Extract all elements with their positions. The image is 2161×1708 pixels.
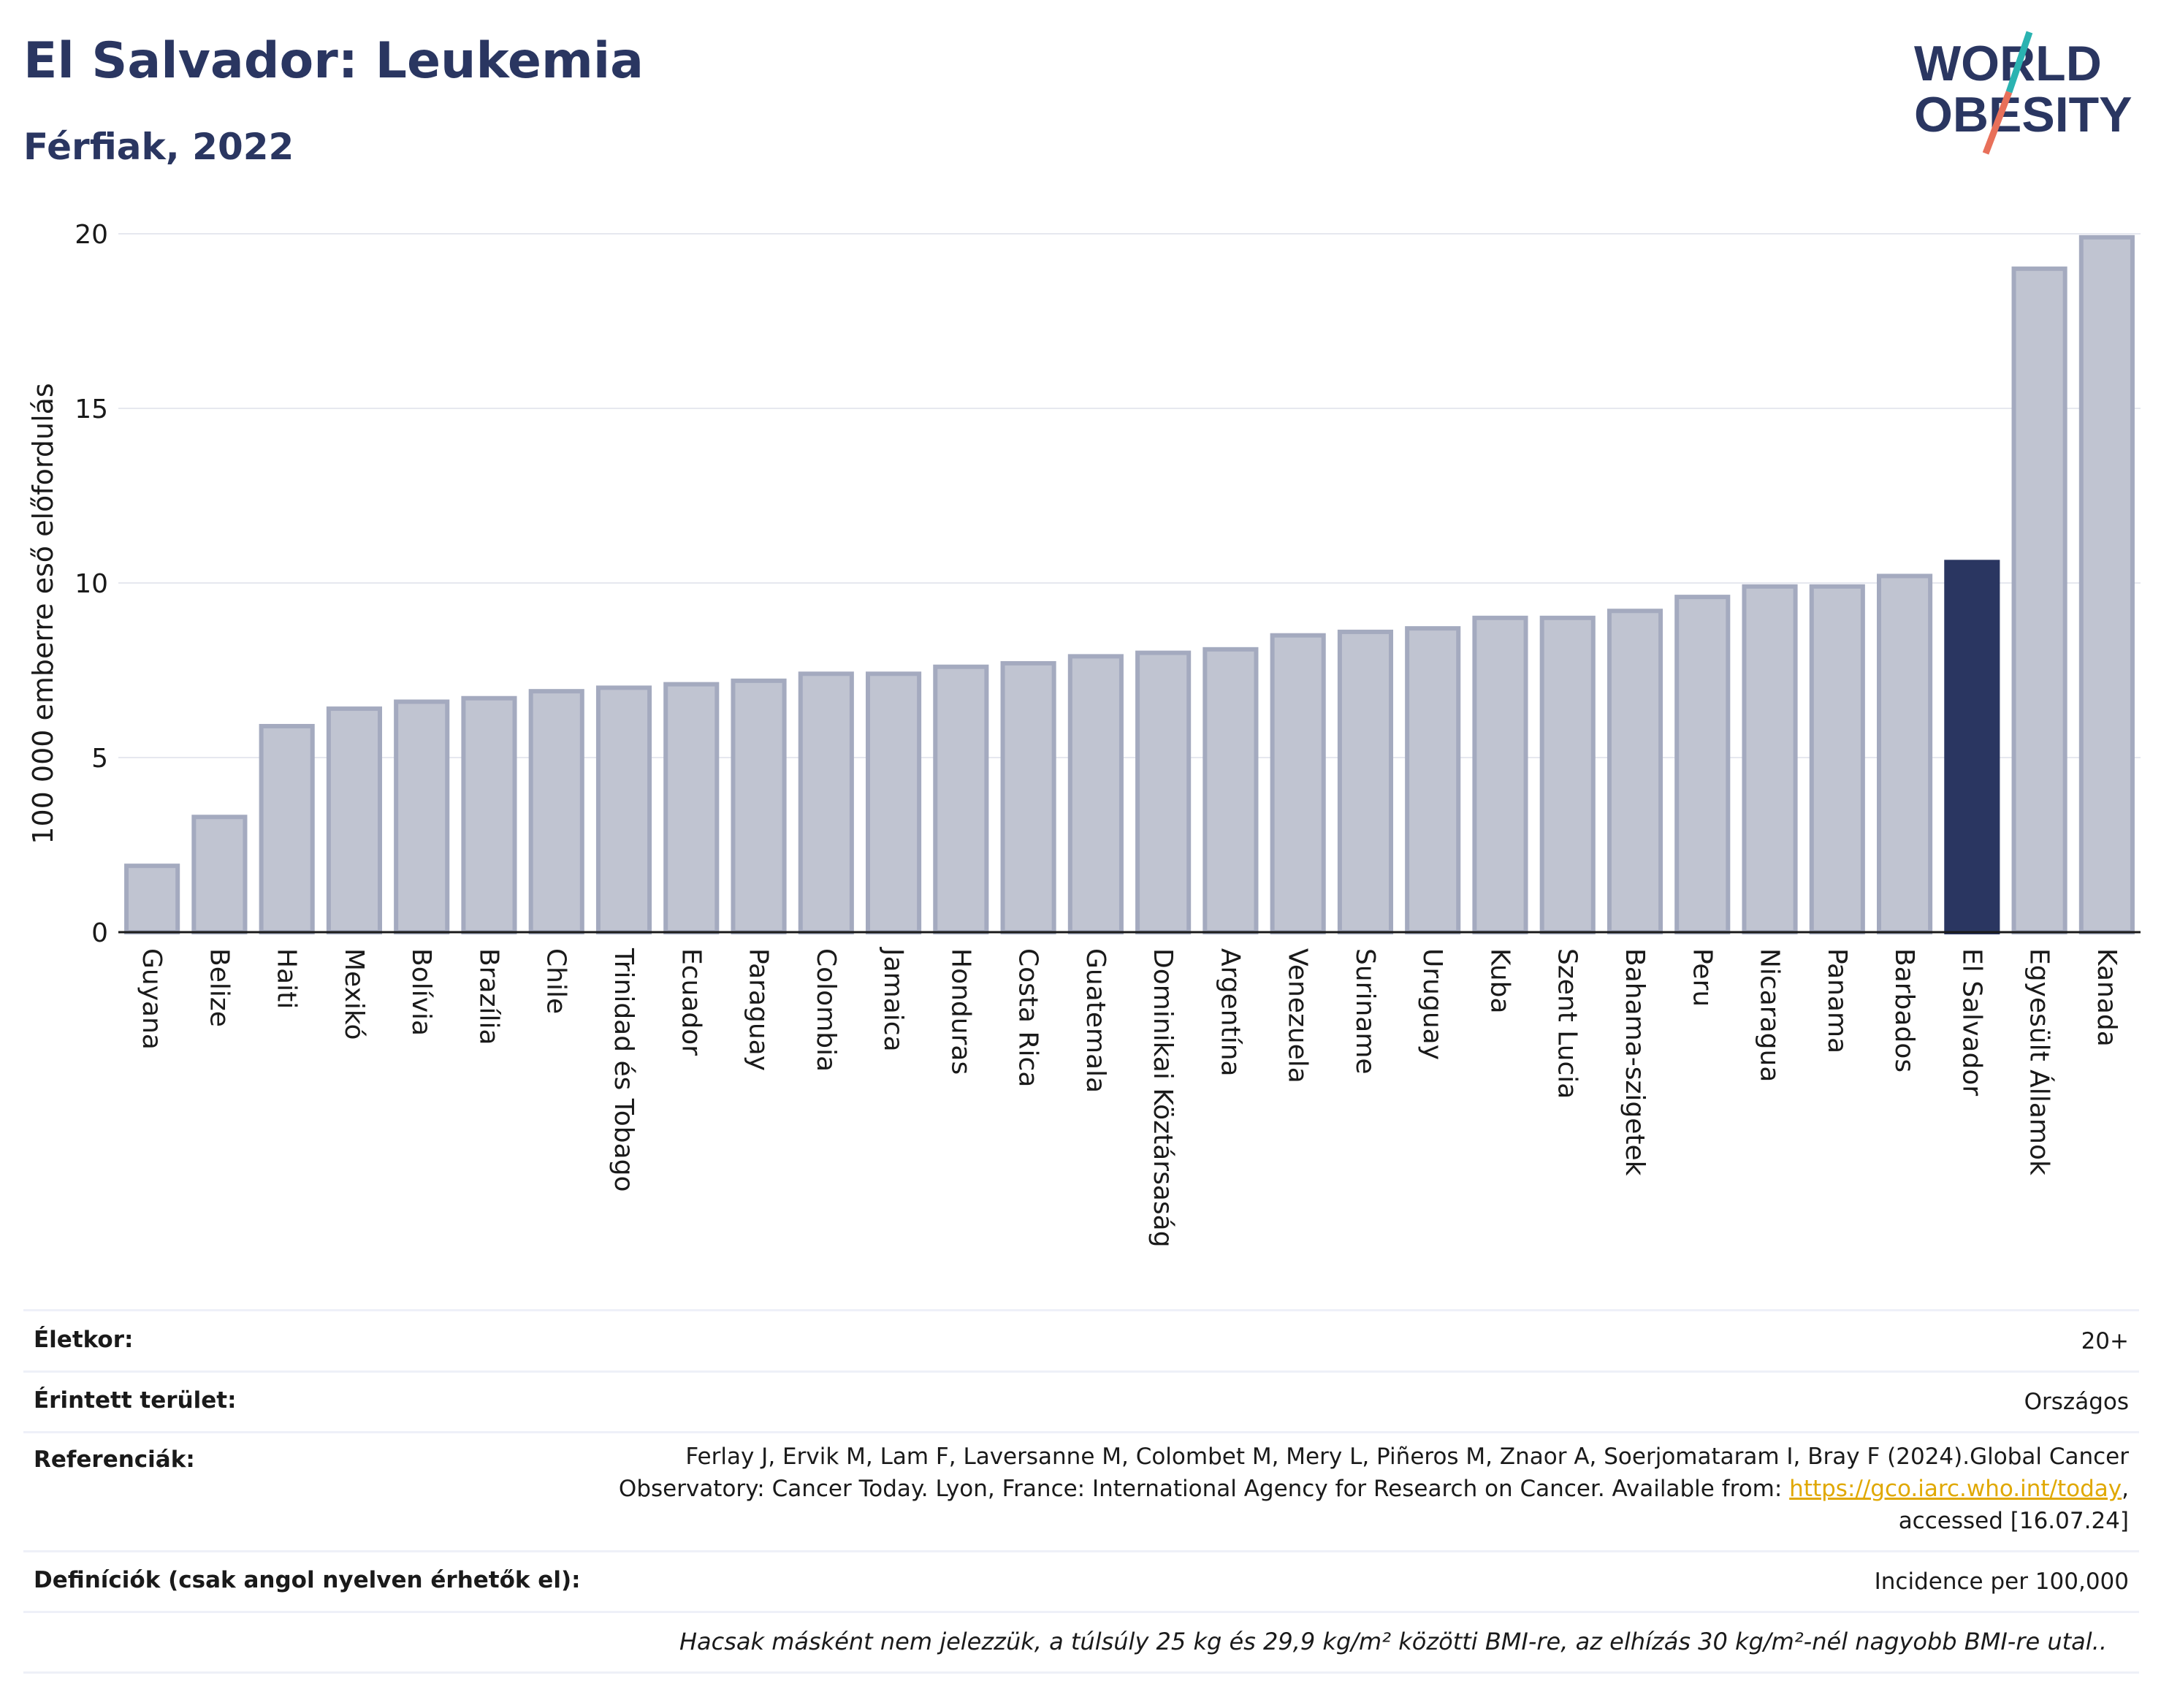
bar-venezuela bbox=[1270, 633, 1326, 934]
y-axis-ticks: 0 5 10 15 20 bbox=[75, 220, 108, 948]
bar-jamaica bbox=[866, 671, 922, 935]
bar-ecuador bbox=[663, 682, 720, 934]
bar-suriname bbox=[1337, 629, 1393, 934]
y-tick-label: 5 bbox=[91, 744, 108, 774]
y-tick-label: 20 bbox=[75, 220, 108, 250]
area-value: Országos bbox=[2024, 1389, 2129, 1415]
bars bbox=[124, 235, 2135, 935]
x-category-label: Kuba bbox=[1485, 948, 1514, 1014]
x-category-label: Venezuela bbox=[1283, 948, 1313, 1083]
x-category-label: Peru bbox=[1687, 948, 1717, 1007]
logo-line2: OBESITY bbox=[1914, 87, 2133, 142]
bar-panama bbox=[1809, 584, 1865, 935]
chart-title: El Salvador: Leukemia bbox=[23, 32, 644, 90]
y-tick-label: 15 bbox=[75, 394, 108, 424]
x-category-label: Jamaica bbox=[878, 947, 908, 1052]
info-row-references: Referenciák: Ferlay J, Ervik M, Lam F, L… bbox=[23, 1433, 2139, 1552]
x-category-label: Paraguay bbox=[744, 948, 774, 1071]
bar-mexikó bbox=[326, 706, 382, 935]
reference-link[interactable]: https://gco.iarc.who.int/today bbox=[1789, 1476, 2122, 1502]
x-category-label: El Salvador bbox=[1956, 948, 1986, 1096]
bar-uruguay bbox=[1405, 626, 1461, 934]
x-category-label: Colombia bbox=[811, 948, 841, 1072]
bar-nicaragua bbox=[1742, 584, 1798, 935]
x-category-label: Trinidad és Tobago bbox=[609, 948, 639, 1192]
x-category-label: Guatemala bbox=[1080, 948, 1110, 1093]
info-top-border bbox=[23, 1309, 2139, 1311]
logo-slash-coral bbox=[1982, 91, 2013, 155]
definitions-label: Definíciók (csak angol nyelven érhetők e… bbox=[34, 1567, 581, 1593]
bar-paraguay bbox=[731, 678, 787, 935]
info-row-area: Érintett terület: Országos bbox=[23, 1373, 2139, 1433]
bar-bahama-szigetek bbox=[1607, 609, 1663, 934]
x-category-label: Honduras bbox=[945, 948, 975, 1075]
x-category-label: Belize bbox=[204, 948, 234, 1027]
references-text: Ferlay J, Ervik M, Lam F, Laversanne M, … bbox=[619, 1441, 2129, 1537]
footnote: Hacsak másként nem jelezzük, a túlsúly 2… bbox=[679, 1628, 2107, 1655]
bar-kanada bbox=[2078, 235, 2135, 934]
bar-guatemala bbox=[1067, 654, 1124, 934]
x-category-label: Ecuador bbox=[676, 948, 706, 1056]
info-row-definitions: Definíciók (csak angol nyelven érhetők e… bbox=[23, 1552, 2139, 1613]
bar-kuba bbox=[1472, 615, 1528, 934]
y-axis-label: 100 000 emberre eső előfordulás bbox=[27, 383, 59, 844]
world-obesity-logo: WORLD OBESITY bbox=[1914, 31, 2133, 155]
bar-chart: 0 5 10 15 20 Guyana Belize Haiti Mexikó Bolívia B… bbox=[27, 220, 2141, 1248]
bar-argentína bbox=[1203, 647, 1259, 934]
info-row-note: Hacsak másként nem jelezzük, a túlsúly 2… bbox=[23, 1613, 2139, 1674]
bar-guyana bbox=[124, 863, 180, 935]
bar-barbados bbox=[1877, 573, 1933, 934]
bar-el-salvador bbox=[1944, 560, 2000, 934]
reference-line-1: Ferlay J, Ervik M, Lam F, Laversanne M, … bbox=[685, 1444, 2129, 1470]
definitions-value: Incidence per 100,000 bbox=[1874, 1568, 2129, 1595]
logo-slash-teal bbox=[2005, 31, 2033, 94]
x-category-label: Guyana bbox=[137, 948, 167, 1050]
y-tick-label: 10 bbox=[75, 569, 108, 599]
x-category-label: Suriname bbox=[1350, 948, 1380, 1075]
x-category-label: Kanada bbox=[2092, 948, 2122, 1047]
bar-honduras bbox=[933, 664, 989, 934]
x-category-label: Panama bbox=[1822, 948, 1852, 1053]
x-category-label: Bolívia bbox=[406, 948, 436, 1036]
age-label: Életkor: bbox=[34, 1327, 134, 1353]
info-row-age: Életkor: 20+ bbox=[23, 1312, 2139, 1373]
reference-line-3: accessed [16.07.24] bbox=[1898, 1508, 2129, 1534]
x-category-label: Bahama-szigetek bbox=[1620, 948, 1650, 1176]
x-category-label: Mexikó bbox=[339, 948, 369, 1040]
bar-brazília bbox=[461, 695, 517, 934]
bar-peru bbox=[1674, 595, 1731, 934]
chart-subtitle: Férfiak, 2022 bbox=[23, 126, 294, 168]
x-category-label: Dominikai Köztársaság bbox=[1148, 948, 1178, 1248]
bar-chile bbox=[528, 689, 584, 934]
logo-line1: WORLD bbox=[1914, 36, 2102, 91]
x-category-label: Szent Lucia bbox=[1552, 948, 1582, 1099]
bar-colombia bbox=[798, 671, 854, 935]
bar-belize bbox=[191, 815, 248, 935]
references-label: Referenciák: bbox=[34, 1446, 195, 1473]
reference-line-2: Observatory: Cancer Today. Lyon, France:… bbox=[618, 1476, 2129, 1502]
x-category-label: Barbados bbox=[1889, 948, 1919, 1072]
x-category-label: Haiti bbox=[272, 948, 302, 1009]
bar-haiti bbox=[259, 723, 315, 934]
x-axis-categories: Guyana Belize Haiti Mexikó Bolívia Brazília Ch… bbox=[137, 947, 2122, 1248]
x-category-label: Costa Rica bbox=[1013, 948, 1043, 1087]
bar-egyesült-államok bbox=[2011, 266, 2067, 934]
x-category-label: Uruguay bbox=[1417, 948, 1447, 1060]
x-category-label: Egyesült Államok bbox=[2024, 948, 2055, 1175]
bar-trinidad-és-tobago bbox=[595, 685, 652, 935]
x-category-label: Argentína bbox=[1215, 948, 1245, 1077]
y-tick-label: 0 bbox=[91, 918, 108, 948]
x-category-label: Brazília bbox=[473, 948, 503, 1045]
x-category-label: Nicaragua bbox=[1755, 948, 1785, 1082]
age-value: 20+ bbox=[2081, 1328, 2129, 1354]
grid-lines bbox=[118, 233, 2141, 758]
area-label: Érintett terület: bbox=[34, 1387, 237, 1414]
bar-szent-lucia bbox=[1539, 615, 1596, 934]
bar-dominikai-köztársaság bbox=[1135, 650, 1192, 934]
bar-bolívia bbox=[394, 699, 450, 935]
x-category-label: Chile bbox=[541, 948, 571, 1014]
bar-costa-rica bbox=[1000, 660, 1056, 934]
